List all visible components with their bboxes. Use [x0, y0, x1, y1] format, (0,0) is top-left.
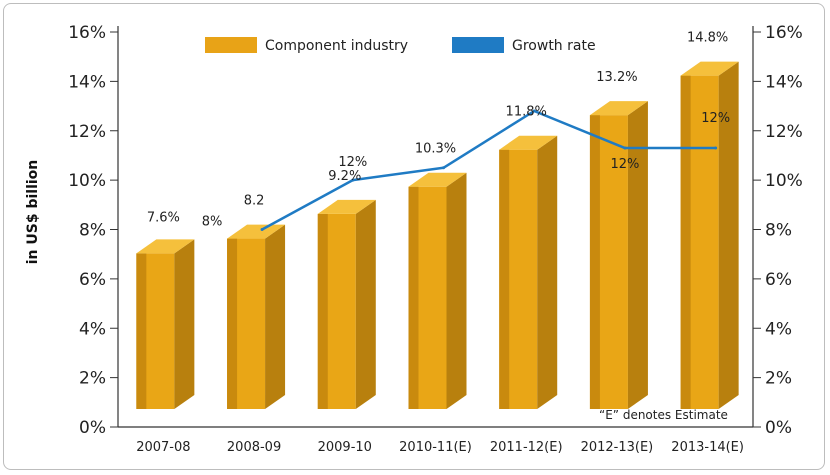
bar-2013-14(E) [680, 61, 739, 409]
bar-top [227, 224, 286, 239]
bar-value-label: 9.2% [328, 169, 361, 184]
x-tick-label: 2007-08 [136, 440, 190, 455]
y-tick-label-right: 0% [765, 418, 792, 438]
x-tick-label: 2010-11(E) [399, 440, 472, 455]
y-tick-label-left: 4% [79, 319, 106, 339]
growth-rate-line [261, 109, 716, 231]
x-tick-label: 2011-12(E) [490, 440, 563, 455]
growth-rate-label: 12% [338, 155, 367, 170]
y-tick-label-right: 10% [765, 171, 803, 191]
data-labels: 7.6% 8.2 9.2% 10.3% 11.8% 13.2% 14.8% 8% 12% 12% 1… [147, 31, 730, 230]
y-tick-label-right: 14% [765, 72, 803, 92]
x-tick-label: 2008-09 [227, 440, 281, 455]
axes: 0% 2% 4% 6% 8% 10% 12% 14% 16% 0% 2% 4% 6% 8% 10% 12% 14… [68, 23, 803, 438]
growth-point [260, 228, 264, 231]
y-tick-label-right: 16% [765, 23, 803, 43]
bar-side [537, 135, 558, 409]
x-tick-label: 2012-13(E) [581, 440, 654, 455]
x-tick-label: 2013-14(E) [671, 440, 744, 455]
bar-top [589, 101, 648, 116]
y-tick-label-right: 12% [765, 122, 803, 142]
y-tick-label-right: 8% [765, 221, 792, 241]
bar-2010-11(E) [408, 172, 467, 409]
bar-2007-08 [136, 239, 195, 409]
bar-front-shade [408, 186, 419, 409]
y-tick-label-left: 12% [68, 122, 106, 142]
growth-point [351, 178, 355, 182]
x-tick-label: 2009-10 [318, 440, 372, 455]
chart-frame [3, 3, 825, 470]
bar-top [317, 199, 376, 214]
bar-side [718, 61, 739, 409]
legend: Component industry Growth rate [205, 37, 596, 54]
bar-value-label: 8.2 [244, 194, 265, 209]
bar-top [136, 239, 195, 254]
bars: 2007-08 2008-09 2009-10 2010-11(E) 2011-12(E… [136, 61, 744, 455]
y-tick-label-left: 16% [68, 23, 106, 43]
growth-point [532, 109, 536, 113]
y-tick-label-left: 10% [68, 171, 106, 191]
bar-2008-09 [227, 224, 286, 409]
bar-side [446, 172, 467, 409]
bar-value-label: 14.8% [687, 31, 728, 46]
bar-value-label: 11.8% [506, 105, 547, 120]
bar-front-shade [227, 238, 238, 409]
legend-swatch-growth [452, 37, 504, 53]
bar-top [499, 135, 558, 150]
bar-front-shade [680, 75, 691, 409]
growth-rate-label: 12% [701, 111, 730, 126]
growth-point [714, 146, 718, 150]
y-tick-label-left: 8% [79, 221, 106, 241]
bar-front-shade [589, 115, 600, 409]
bar-side [174, 239, 195, 409]
y-tick-label-right: 6% [765, 270, 792, 290]
growth-point [623, 146, 627, 150]
growth-point [442, 166, 445, 170]
bar-side [265, 224, 286, 409]
bar-front-shade [136, 253, 147, 409]
y-tick-label-right: 4% [765, 319, 792, 339]
bar-2012-13(E) [589, 101, 648, 409]
growth-line [260, 109, 718, 231]
bar-top [680, 61, 739, 76]
bar-2009-10 [317, 199, 376, 409]
y-tick-label-left: 2% [79, 369, 106, 389]
bar-front-shade [317, 213, 328, 409]
y-axis-title: in US$ billion [25, 160, 41, 265]
bar-value-label: 7.6% [147, 210, 180, 225]
y-tick-label-right: 2% [765, 369, 792, 389]
bar-value-label: 13.2% [596, 70, 637, 85]
y-tick-label-left: 14% [68, 72, 106, 92]
growth-rate-label: 8% [202, 215, 223, 230]
bar-side [627, 101, 648, 409]
legend-label-component: Component industry [265, 38, 408, 54]
legend-swatch-component [205, 37, 257, 53]
y-tick-label-left: 6% [79, 270, 106, 290]
y-tick-label-left: 0% [79, 418, 106, 438]
growth-rate-label: 12% [610, 157, 639, 172]
legend-label-growth: Growth rate [512, 38, 596, 54]
bar-top [408, 172, 467, 187]
bar-2011-12(E) [499, 135, 558, 409]
bar-value-label: 10.3% [415, 142, 456, 157]
bar-front-shade [499, 149, 510, 409]
estimate-note: “E” denotes Estimate [599, 408, 728, 422]
bar-side [355, 199, 376, 409]
